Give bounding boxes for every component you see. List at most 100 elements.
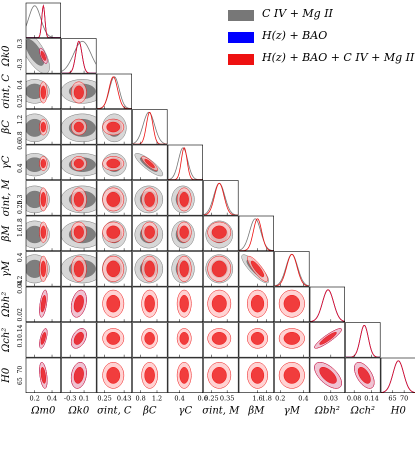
panel-Och2-vs-sigM <box>203 322 239 358</box>
contour-Och2-vs-sigM-series-2-level-2 <box>211 331 227 345</box>
panel-betaC-vs-betaC <box>132 109 168 145</box>
y-tick-label-gammaC: 0.6 <box>17 140 24 150</box>
y-axis-label-betaM: βM <box>1 225 12 243</box>
panel-sigC-vs-sigC <box>96 73 133 110</box>
y-axis-label-Ok: Ωk0 <box>1 45 12 67</box>
contour-H0-vs-betaM-series-2-level-2 <box>250 367 265 384</box>
y-axis-label-Och2: Ωch² <box>1 328 12 353</box>
panel-frame <box>132 109 168 145</box>
panel-frame <box>203 180 239 216</box>
panel-Obh2-vs-gammaC <box>167 286 204 323</box>
y-tick-label-Och2: 0.14 <box>17 324 24 338</box>
panel-Obh2-vs-betaC <box>132 286 168 323</box>
contour-gammaM-vs-Om-series-2-level-2 <box>40 260 46 278</box>
contour-H0-vs-Och2-series-2-level-2 <box>357 367 371 384</box>
panel-frame <box>96 73 133 110</box>
panel-betaM-vs-betaC <box>132 215 168 252</box>
x-tick-label-gammaC: 0.6 <box>198 395 208 403</box>
panel-frame <box>61 357 97 394</box>
panel-frame <box>25 251 62 287</box>
marginal-Om-series-0 <box>26 5 61 38</box>
marginal-sigM-series-2 <box>203 182 239 216</box>
panel-frame <box>96 322 133 358</box>
legend-label-civ-mgii: C IV + Mg II <box>262 7 333 20</box>
panel-frame <box>238 286 275 323</box>
x-axis-label-sigM: σint, M <box>202 406 240 417</box>
contour-sigM-vs-sigC-series-2-level-2 <box>106 191 121 207</box>
contour-Obh2-vs-sigM-series-2-level-2 <box>211 294 227 313</box>
panel-gammaC-vs-Ok <box>61 144 97 181</box>
panel-frame <box>96 251 133 287</box>
panel-frame <box>25 322 62 358</box>
y-tick-label-Och2: 0.1 <box>17 338 24 348</box>
y-tick-label-betaC: 0.8 <box>17 131 24 141</box>
marginal-Ok-series-1 <box>61 40 97 74</box>
panel-sigM-vs-Om <box>25 180 62 216</box>
marginal-Ok-series-0 <box>61 40 97 72</box>
panel-H0-vs-Obh2 <box>309 357 346 394</box>
contour-H0-vs-gammaM-series-2-level-2 <box>283 367 301 384</box>
panel-H0-vs-sigC <box>96 357 133 394</box>
panel-frame <box>167 180 204 216</box>
contour-gammaM-vs-gammaC-series-2-level-2 <box>179 260 189 278</box>
contour-H0-vs-sigC-series-2-level-2 <box>106 367 121 384</box>
panel-gammaC-vs-gammaC <box>167 144 204 181</box>
panel-frame <box>61 286 97 323</box>
panel-frame <box>25 2 62 39</box>
x-axis-label-gammaC: γC <box>179 406 193 417</box>
contour-sigC-vs-Om-series-2-level-2 <box>40 85 46 100</box>
y-tick-label-gammaC: 0.4 <box>17 163 24 173</box>
contour-Obh2-vs-betaM-series-2-level-2 <box>250 294 265 313</box>
x-axis-label-sigC: σint, C <box>97 406 132 417</box>
y-axis-label-sigM: σint, M <box>1 179 12 217</box>
panel-frame <box>96 357 133 394</box>
y-tick-label-H0: 70 <box>17 366 24 374</box>
panel-H0-vs-sigM <box>203 357 239 394</box>
panel-Och2-vs-betaM <box>238 322 275 358</box>
panel-sigM-vs-betaC <box>132 180 168 216</box>
panel-frame <box>274 286 310 323</box>
contour-Och2-vs-gammaC-series-2-level-2 <box>179 331 189 345</box>
panel-frame <box>167 322 204 358</box>
panel-frame <box>238 251 275 287</box>
contour-betaC-vs-Om-series-2-level-2 <box>40 121 46 133</box>
legend-label-hz-bao: H(z) + BAO <box>262 29 328 42</box>
y-tick-label-sigC: 0.25 <box>17 94 24 108</box>
panel-frame <box>203 286 239 323</box>
panel-gammaM-vs-sigC <box>96 251 133 287</box>
panel-gammaM-vs-gammaC <box>167 251 204 287</box>
panel-betaC-vs-sigC <box>96 109 133 145</box>
x-axis-label-betaM: βM <box>247 406 265 417</box>
y-tick-label-betaC: 1.2 <box>17 115 24 125</box>
contour-Ok-vs-Om-series-2-level-2 <box>40 50 46 61</box>
marginal-Och2-series-1 <box>345 324 381 358</box>
panel-H0-vs-betaM <box>238 357 275 394</box>
contour-gammaC-vs-Om-series-2-level-2 <box>40 158 46 169</box>
panel-frame <box>132 180 168 216</box>
marginal-gammaM-series-2 <box>274 253 310 287</box>
contour-Obh2-vs-Ok-series-2-level-2 <box>73 294 84 313</box>
x-tick-label-betaM: 1.8 <box>262 395 272 403</box>
contour-Och2-vs-betaM-series-2-level-2 <box>250 331 265 345</box>
y-tick-label-Obh2: 0.02 <box>17 308 24 322</box>
contour-H0-vs-Obh2-series-2-level-2 <box>319 367 337 384</box>
x-tick-label-sigM: 0.25 <box>204 395 218 403</box>
panel-Och2-vs-Om <box>25 322 62 358</box>
panel-frame <box>309 357 346 394</box>
marginal-betaM-series-2 <box>239 218 274 251</box>
y-axis-label-sigC: σint, C <box>1 74 12 109</box>
marginal-gammaC-series-0 <box>168 147 203 180</box>
contour-betaM-vs-betaC-series-2-level-2 <box>144 225 155 239</box>
panel-gammaC-vs-sigC <box>96 144 133 181</box>
contour-H0-vs-Ok-series-2-level-2 <box>73 367 84 384</box>
contour-betaM-vs-sigM-series-2-level-2 <box>211 225 227 239</box>
panel-Obh2-vs-sigC <box>96 286 133 323</box>
x-tick-label-betaM: 1.6 <box>252 395 262 403</box>
contour-sigM-vs-gammaC-series-2-level-2 <box>179 191 189 207</box>
contour-gammaC-vs-sigC-series-2-level-2 <box>106 158 121 169</box>
panel-Och2-vs-gammaC <box>167 322 204 358</box>
x-axis-label-Och2: Ωch² <box>350 406 375 417</box>
panel-frame <box>61 180 97 216</box>
panel-frame <box>25 357 62 394</box>
x-tick-label-Ok: -0.3 <box>64 395 77 403</box>
